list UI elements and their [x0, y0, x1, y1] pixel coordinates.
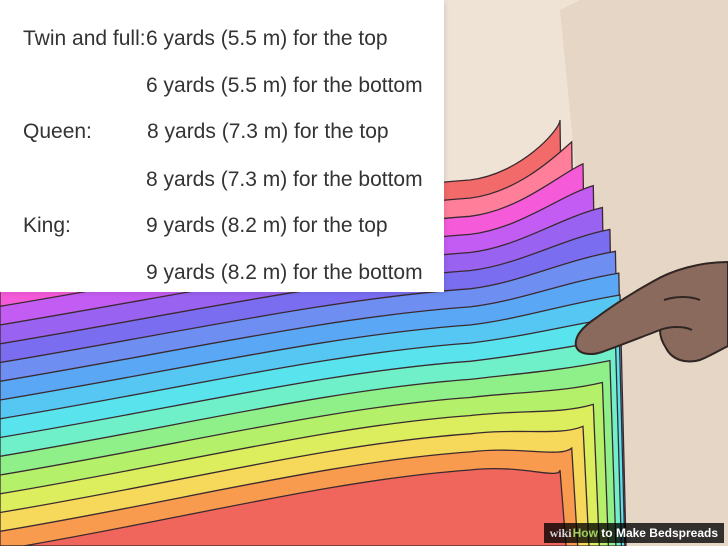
fabric-amount: 9 yards (8.2 m) for the bottom [146, 261, 423, 284]
size-label: Queen: [23, 120, 92, 143]
watermark-title: to Make Bedspreads [597, 526, 718, 540]
table-row: 9 yards (8.2 m) for the bottom [0, 258, 444, 288]
fabric-amount: 8 yards (7.3 m) for the top [147, 120, 389, 143]
table-row: Queen: 8 yards (7.3 m) for the top [0, 117, 444, 147]
watermark-how: How [572, 526, 598, 540]
fabric-amount: 9 yards (8.2 m) for the top [146, 214, 388, 237]
wikihow-watermark: wikiHow to Make Bedspreads [543, 523, 724, 543]
fabric-band [0, 467, 567, 546]
table-row: Twin and full: 6 yards (5.5 m) for the t… [0, 24, 444, 54]
fabric-amount: 6 yards (5.5 m) for the top [146, 27, 388, 50]
size-label: King: [23, 214, 71, 237]
pointing-hand-icon [574, 260, 728, 363]
watermark-wiki: wiki [549, 526, 572, 540]
table-row: 6 yards (5.5 m) for the bottom [0, 71, 444, 101]
size-label: Twin and full: [23, 27, 146, 50]
table-row: 8 yards (7.3 m) for the bottom [0, 165, 444, 195]
fabric-requirements-table: Twin and full: 6 yards (5.5 m) for the t… [0, 0, 444, 292]
fabric-amount: 6 yards (5.5 m) for the bottom [146, 74, 423, 97]
table-row: King: 9 yards (8.2 m) for the top [0, 211, 444, 241]
fabric-amount: 8 yards (7.3 m) for the bottom [146, 168, 423, 191]
